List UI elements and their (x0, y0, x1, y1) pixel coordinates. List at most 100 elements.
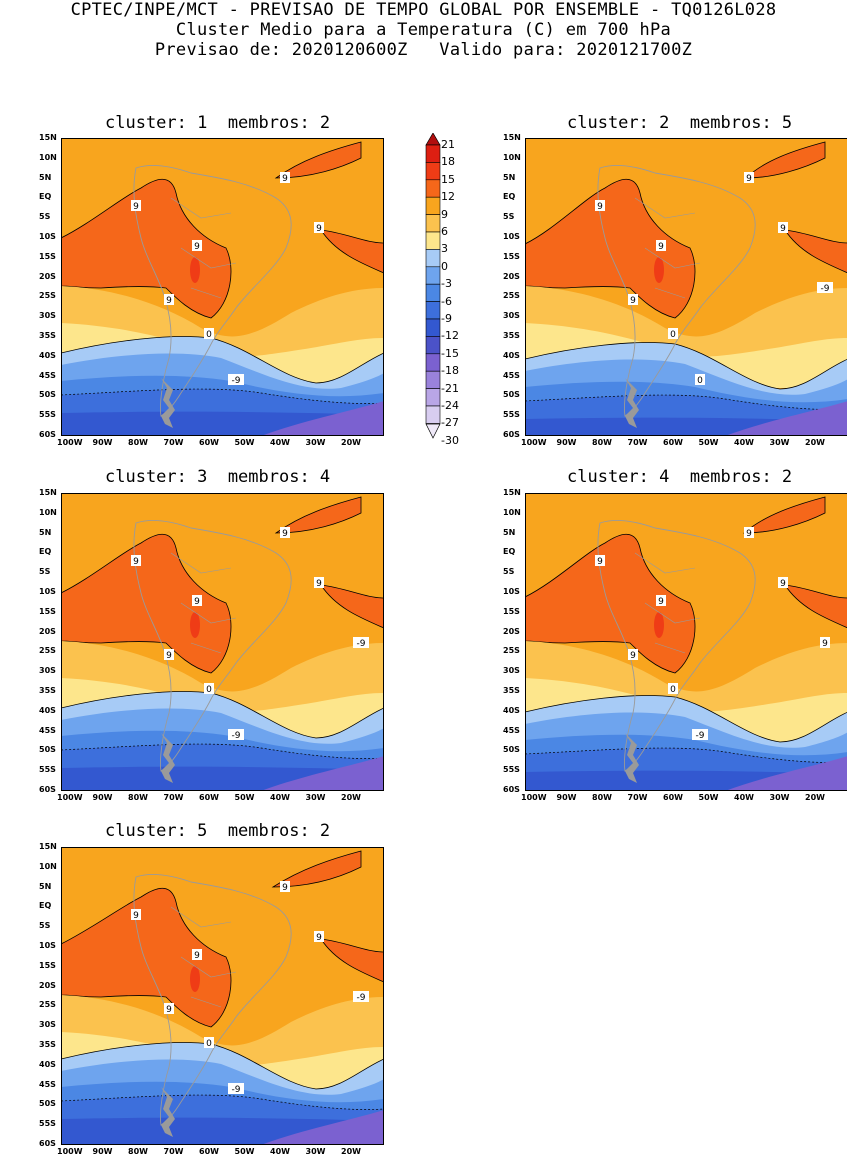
longitude-label: 80W (128, 438, 148, 447)
field-12-east (320, 229, 384, 274)
field-m18 (261, 401, 384, 436)
longitude-label: 20W (341, 438, 361, 447)
figure-header: CPTEC/INPE/MCT - PREVISAO DE TEMPO GLOBA… (0, 0, 847, 60)
latitude-label: 15N (503, 133, 521, 142)
longitude-label: 100W (57, 1147, 83, 1156)
colorbar-legend: 21 18 15 12 9 6 3 0 -3 -6 -9 -12 -15 -18 -21 -24 -27 -30 (425, 133, 485, 447)
country-borders (634, 552, 701, 654)
colorbar-label: 12 (441, 190, 455, 204)
contour-label: 9 (314, 222, 324, 234)
latitude-label: 60S (39, 785, 56, 794)
contour-label-text: -9 (357, 639, 366, 649)
latitude-label: 35S (503, 331, 520, 340)
latitude-label: 60S (503, 430, 520, 439)
latitude-label: EQ (39, 901, 52, 911)
contour-label: 9 (280, 881, 290, 893)
patagonia-land (161, 1087, 175, 1137)
contour-label: -9 (692, 729, 708, 741)
latitude-label: 60S (503, 785, 520, 794)
latitude-label: 45S (503, 370, 520, 380)
latitude-label: EQ (39, 547, 52, 557)
latitude-label: 40S (503, 705, 520, 715)
colorbar-label: 6 (441, 225, 448, 238)
field-m18 (261, 756, 384, 791)
contour-label-text: 9 (597, 557, 603, 567)
header-line-1: CPTEC/INPE/MCT - PREVISAO DE TEMPO GLOBA… (70, 0, 777, 20)
map-plot: 9 9 9 9 9 0 0 -9 (525, 138, 847, 436)
contour-label-text: 9 (133, 202, 139, 212)
longitude-label: 70W (163, 793, 184, 802)
contour-label: -9 (353, 991, 369, 1003)
latitude-label: 5N (503, 172, 516, 182)
longitude-label: 40W (270, 793, 290, 802)
colorbar-cell (425, 179, 441, 198)
contour-label-text: 9 (658, 242, 664, 252)
contour-label: 9 (778, 222, 788, 234)
colorbar-cell (425, 144, 441, 163)
latitude-label: 55S (503, 410, 520, 420)
map-plot: 9 9 9 9 9 0 -9 (61, 138, 384, 436)
contour-label: 9 (595, 555, 605, 567)
field-12-north (271, 850, 362, 888)
longitude-label: 50W (698, 438, 719, 447)
colorbar-cell (425, 388, 441, 407)
contour-label-text: 0 (670, 330, 676, 340)
colorbar-top-arrow (425, 133, 441, 146)
latitude-label: 30S (503, 666, 520, 676)
contour-label-text: 9 (630, 296, 636, 306)
contour-label-text: 9 (282, 883, 288, 893)
latitude-label: 20S (39, 626, 56, 636)
contour-label-text: 9 (316, 224, 322, 234)
contour-label: 9 (314, 577, 324, 589)
colorbar-cell (425, 370, 441, 389)
colorbar-cell (425, 196, 441, 215)
longitude-label: 20W (341, 1147, 361, 1156)
contour-label-text: -9 (821, 284, 830, 294)
latitude-label: 10N (39, 507, 57, 517)
header-line-2: Cluster Medio para a Temperatura (C) em … (175, 20, 672, 40)
colorbar-cell (425, 231, 441, 250)
latitude-label: 15N (39, 133, 57, 142)
latitude-label: 15S (39, 606, 56, 616)
longitude-label: 30W (305, 438, 326, 447)
latitude-label: 35S (39, 1040, 56, 1049)
country-borders (634, 197, 701, 299)
latitude-label: 25S (39, 291, 56, 301)
contour-label: 9 (656, 240, 666, 252)
contour-label-text: 9 (780, 224, 786, 234)
latitude-label: 5N (503, 527, 516, 537)
latitude-label: 55S (39, 765, 56, 775)
contour-label-text: 9 (282, 174, 288, 184)
contour-label: -9 (353, 637, 369, 649)
map-frame (525, 138, 847, 436)
contour-label: 9 (164, 294, 174, 306)
contour-label: 9 (131, 555, 141, 567)
latitude-label: 50S (503, 745, 520, 755)
field-15 (190, 612, 200, 638)
longitude-label: 40W (734, 793, 754, 802)
latitude-label: 20S (39, 271, 56, 281)
country-borders (170, 552, 237, 654)
latitude-label: 55S (39, 410, 56, 420)
contour-label: 9 (628, 294, 638, 306)
patagonia-land (161, 378, 175, 428)
latitude-label: 45S (39, 725, 56, 735)
latitude-label: EQ (503, 547, 516, 557)
longitude-label: 30W (769, 793, 790, 802)
longitude-label: 60W (199, 1147, 219, 1156)
latitude-label: 35S (503, 686, 520, 695)
longitude-label: 90W (556, 438, 577, 447)
map-plot: 9 9 9 9 9 0 -9 9 (525, 493, 847, 791)
latitude-label: 15S (39, 251, 56, 261)
colorbar-label: 18 (441, 155, 455, 169)
latitude-label: 50S (503, 390, 520, 400)
latitude-label: 40S (39, 705, 56, 715)
longitude-label: 70W (627, 438, 648, 447)
contour-label-text: 9 (746, 174, 752, 184)
latitude-label: 15S (503, 606, 520, 616)
longitude-label: 80W (592, 793, 612, 802)
contour-label-text: -9 (232, 1085, 241, 1095)
field-15 (654, 257, 664, 283)
contour-label-text: 9 (746, 529, 752, 539)
longitude-label: 100W (521, 438, 547, 447)
